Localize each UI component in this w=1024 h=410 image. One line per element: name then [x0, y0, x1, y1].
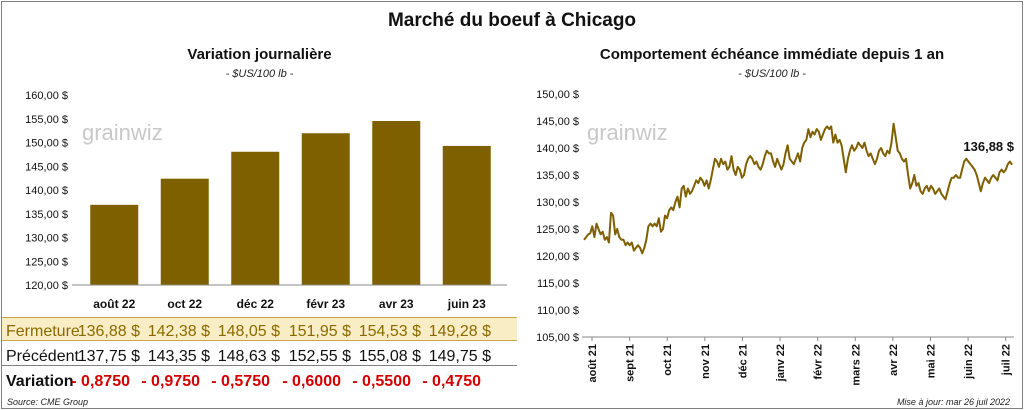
bar-x-label: août 22	[93, 297, 135, 311]
last-price-label: 136,88 $	[963, 139, 1014, 154]
row-label-previous: Précédent	[6, 348, 79, 365]
left-chart-unit: - $US/100 lb -	[225, 68, 294, 80]
line-chart: grainwiz 150,00 $ 145,00 $ 140,00 $ 135,00 …	[536, 89, 1015, 386]
line-y-tick-label: 125,00 $	[536, 224, 579, 236]
previous-value: 137,75 $	[77, 348, 140, 365]
bar-y-tick-label: 140,00 $	[25, 185, 68, 197]
table-row-close: Fermeture 136,88 $ 142,38 $ 148,05 $ 151…	[2, 317, 517, 341]
right-chart-unit: - $US/100 lb -	[738, 68, 806, 80]
left-chart-title: Variation journalière	[187, 46, 332, 63]
previous-value: 152,55 $	[288, 348, 351, 365]
close-value: 149,28 $	[428, 323, 491, 340]
page-title: Marché du boeuf à Chicago	[387, 10, 637, 31]
close-value: 151,95 $	[288, 323, 351, 340]
variation-value: - 0,5750	[211, 373, 270, 390]
bar-x-label: févr 23	[306, 297, 345, 311]
line-y-tick-label: 110,00 $	[537, 305, 579, 317]
line-x-tick-label: juil 22	[1001, 344, 1013, 376]
line-y-tick-label: 145,00 $	[536, 116, 579, 128]
variation-value: - 0,6000	[282, 373, 341, 390]
left-watermark: grainwiz	[82, 120, 163, 145]
line-x-tick-label: mars 22	[850, 344, 862, 386]
variation-value: - 0,4750	[422, 373, 481, 390]
bar	[442, 145, 491, 285]
line-y-tick-label: 135,00 $	[536, 170, 579, 182]
close-value: 148,05 $	[217, 323, 280, 340]
bar-y-tick-label: 120,00 $	[25, 280, 68, 292]
line-y-tick-label: 120,00 $	[536, 251, 579, 263]
bar-y-tick-label: 155,00 $	[25, 114, 68, 126]
previous-value: 155,08 $	[358, 348, 421, 365]
line-x-tick-label: oct 21	[662, 344, 674, 376]
line-x-tick-label: mai 22	[925, 344, 937, 378]
line-x-tick-label: févr 22	[813, 344, 825, 379]
line-y-tick-label: 115,00 $	[537, 278, 579, 290]
previous-value: 149,75 $	[428, 348, 491, 365]
line-x-tick-label: août 21	[587, 344, 599, 383]
close-value: 142,38 $	[147, 323, 210, 340]
previous-value: 148,63 $	[217, 348, 280, 365]
line-y-tick-label: 130,00 $	[536, 197, 579, 209]
row-label-close: Fermeture	[6, 323, 80, 340]
bar-y-tick-label: 160,00 $	[25, 90, 68, 102]
update-note: Mise à jour: mar 26 juil 2022	[896, 397, 1010, 407]
variation-value: - 0,9750	[141, 373, 200, 390]
variation-value: - 0,5500	[352, 373, 411, 390]
bar-y-tick-label: 145,00 $	[25, 161, 68, 173]
line-x-tick-label: juin 22	[963, 344, 975, 380]
line-x-tick-label: sept 21	[625, 344, 637, 382]
line-x-tick-label: déc 21	[737, 344, 749, 378]
row-label-variation: Variation	[6, 373, 74, 390]
line-y-tick-label: 140,00 $	[536, 143, 579, 155]
bar-y-tick-label: 130,00 $	[25, 233, 68, 245]
bar-x-label: oct 22	[167, 297, 202, 311]
source-note: Source: CME Group	[7, 397, 89, 407]
price-line-series	[583, 122, 1013, 255]
bar-chart: grainwiz 160,00 $ 155,00 $ 150,00 $ 145,00 …	[25, 90, 507, 311]
close-value: 136,88 $	[77, 323, 140, 340]
bar	[160, 178, 209, 285]
line-x-tick-label: nov 21	[700, 344, 712, 379]
bar-x-label: avr 23	[379, 297, 414, 311]
table-row-previous: Précédent 137,75 $ 143,35 $ 148,63 $ 152…	[2, 343, 517, 366]
bar-y-tick-label: 125,00 $	[25, 256, 68, 268]
bar	[372, 120, 421, 285]
line-x-tick-label: avr 22	[888, 344, 900, 376]
close-value: 154,53 $	[358, 323, 421, 340]
right-watermark: grainwiz	[587, 120, 668, 145]
line-y-tick-label: 105,00 $	[536, 332, 579, 344]
bar-x-label: déc 22	[237, 297, 275, 311]
table-row-variation: Variation - 0,8750 - 0,9750 - 0,5750 - 0…	[2, 368, 517, 390]
line-x-tick-label: janv 22	[775, 344, 787, 382]
bar-y-tick-label: 135,00 $	[25, 209, 68, 221]
variation-value: - 0,8750	[71, 373, 130, 390]
bar-y-tick-label: 150,00 $	[25, 138, 68, 150]
line-y-tick-label: 150,00 $	[536, 89, 579, 101]
bar	[90, 204, 139, 285]
bar	[231, 151, 280, 285]
previous-value: 143,35 $	[147, 348, 210, 365]
right-chart-title: Comportement échéance immédiate depuis 1…	[599, 46, 945, 63]
bar	[301, 133, 350, 285]
bar-x-label: juin 23	[447, 297, 486, 311]
